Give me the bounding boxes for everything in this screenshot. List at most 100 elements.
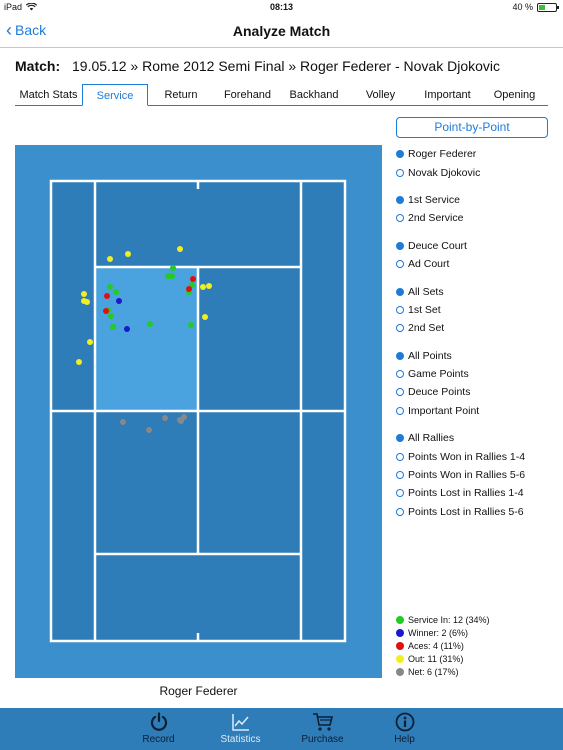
filter-option-points-won-in-rallies-1-4[interactable]: Points Won in Rallies 1-4	[396, 447, 561, 465]
battery-icon	[537, 2, 559, 12]
back-button[interactable]: ‹ Back	[6, 21, 47, 39]
filter-group: All Sets 1st Set 2nd Set	[396, 282, 561, 337]
device-name: iPad	[4, 2, 23, 12]
filter-option-points-won-in-rallies-5-6[interactable]: Points Won in Rallies 5-6	[396, 466, 561, 484]
filter-option-all-points[interactable]: All Points	[396, 347, 561, 365]
filter-option-1st-set[interactable]: 1st Set	[396, 301, 561, 319]
tab-bar-purchase[interactable]: Purchase	[282, 708, 364, 750]
filter-option-label: Deuce Court	[408, 239, 467, 252]
radio-unselected-icon	[396, 388, 404, 397]
legend-label: Out: 11 (31%)	[408, 653, 464, 664]
filter-option-label: Points Won in Rallies 5-6	[408, 469, 526, 482]
filter-option-all-rallies[interactable]: All Rallies	[396, 429, 561, 447]
radio-unselected-icon	[396, 260, 404, 269]
radio-unselected-icon	[396, 168, 404, 177]
filter-option-label: 1st Set	[408, 303, 441, 316]
tab-return[interactable]: Return	[164, 89, 198, 101]
radio-unselected-icon	[396, 489, 404, 498]
filter-option-label: Deuce Points	[408, 386, 471, 399]
clock: 08:13	[269, 2, 294, 12]
match-value: 19.05.12 » Rome 2012 Semi Final » Roger …	[72, 58, 500, 74]
radio-unselected-icon	[396, 370, 404, 379]
tab-forehand[interactable]: Forehand	[223, 89, 272, 101]
filter-option-label: Novak Djokovic	[408, 166, 481, 179]
radio-selected-icon	[396, 150, 404, 159]
filter-option-label: 1st Service	[408, 193, 460, 206]
radio-unselected-icon	[396, 406, 404, 415]
filter-option-all-sets[interactable]: All Sets	[396, 282, 561, 300]
filter-option-2nd-set[interactable]: 2nd Set	[396, 319, 561, 337]
tab-service[interactable]: Service	[82, 84, 148, 106]
tab-bar-statistics[interactable]: Statistics	[200, 708, 282, 750]
shot-marker	[146, 427, 152, 433]
filter-group: Roger Federer Novak Djokovic	[396, 145, 561, 182]
legend-item: Service In: 12 (34%)	[396, 613, 490, 626]
filter-group: All Points Game Points Deuce Points Importa…	[396, 347, 561, 421]
shot-marker	[81, 291, 87, 297]
tab-volley[interactable]: Volley	[365, 89, 396, 101]
radio-selected-icon	[396, 351, 404, 360]
legend-dot-icon	[396, 654, 404, 663]
legend-item: Out: 11 (31%)	[396, 652, 490, 665]
bottom-tab-bar: Record Statistics Purchase Help	[0, 708, 563, 750]
filter-option-deuce-points[interactable]: Deuce Points	[396, 383, 561, 401]
filter-option-label: 2nd Set	[408, 322, 445, 335]
filter-option-game-points[interactable]: Game Points	[396, 365, 561, 383]
tab-important[interactable]: Important	[424, 89, 471, 101]
legend-label: Service In: 12 (34%)	[408, 614, 490, 625]
shot-marker	[104, 293, 110, 299]
shot-marker	[202, 314, 208, 320]
shot-marker	[113, 289, 119, 295]
cart-icon	[282, 712, 364, 732]
filter-option-important-point[interactable]: Important Point	[396, 402, 561, 420]
legend-item: Winner: 2 (6%)	[396, 626, 490, 639]
radio-selected-icon	[396, 195, 404, 204]
filter-option-label: Ad Court	[408, 258, 450, 271]
tab-bar-help[interactable]: Help	[364, 708, 446, 750]
shot-marker	[177, 246, 183, 252]
filter-option-label: Points Lost in Rallies 5-6	[408, 505, 524, 518]
legend-dot-icon	[396, 615, 404, 624]
filter-option-points-lost-in-rallies-5-6[interactable]: Points Lost in Rallies 5-6	[396, 503, 561, 521]
match-label: Match:	[15, 58, 61, 74]
shot-markers	[76, 246, 212, 433]
shot-marker	[186, 286, 192, 292]
filter-option-label: All Points	[408, 349, 452, 362]
match-info: Match: 19.05.12 » Rome 2012 Semi Final »…	[15, 58, 500, 74]
filter-group: Deuce Court Ad Court	[396, 237, 561, 274]
radio-selected-icon	[396, 434, 404, 443]
court-caption: Roger Federer	[159, 684, 238, 698]
battery-percent: 40 %	[512, 2, 533, 12]
filter-option-ad-court[interactable]: Ad Court	[396, 255, 561, 273]
radio-unselected-icon	[396, 507, 404, 516]
radio-selected-icon	[396, 241, 404, 250]
filter-option-points-lost-in-rallies-1-4[interactable]: Points Lost in Rallies 1-4	[396, 484, 561, 502]
filter-option-roger-federer[interactable]: Roger Federer	[396, 145, 561, 163]
filter-option-novak-djokovic[interactable]: Novak Djokovic	[396, 163, 561, 181]
page-title: Analyze Match	[232, 23, 331, 39]
tab-backhand[interactable]: Backhand	[289, 89, 339, 101]
legend-dot-icon	[396, 628, 404, 637]
shot-marker	[169, 273, 175, 279]
shot-marker	[84, 299, 90, 305]
radio-selected-icon	[396, 287, 404, 296]
tab-match-stats[interactable]: Match Stats	[19, 89, 78, 101]
filter-option-label: 2nd Service	[408, 212, 464, 225]
tab-bar-label: Purchase	[301, 734, 344, 745]
filter-option-2nd-service[interactable]: 2nd Service	[396, 209, 561, 227]
filter-option-label: All Rallies	[408, 432, 455, 445]
tab-bar-record[interactable]: Record	[118, 708, 200, 750]
shot-marker	[120, 419, 126, 425]
point-by-point-button[interactable]: Point-by-Point	[396, 117, 548, 138]
highlighted-service-box	[95, 267, 197, 411]
shot-legend: Service In: 12 (34%) Winner: 2 (6%) Aces: …	[396, 613, 490, 678]
back-button-label: Back	[15, 22, 47, 38]
filter-option-1st-service[interactable]: 1st Service	[396, 191, 561, 209]
tab-opening[interactable]: Opening	[493, 89, 536, 101]
filter-option-deuce-court[interactable]: Deuce Court	[396, 237, 561, 255]
shot-marker	[190, 276, 196, 282]
tab-bar-label: Statistics	[220, 734, 261, 745]
filter-option-label: Game Points	[408, 368, 469, 381]
filter-option-label: Roger Federer	[408, 148, 477, 161]
